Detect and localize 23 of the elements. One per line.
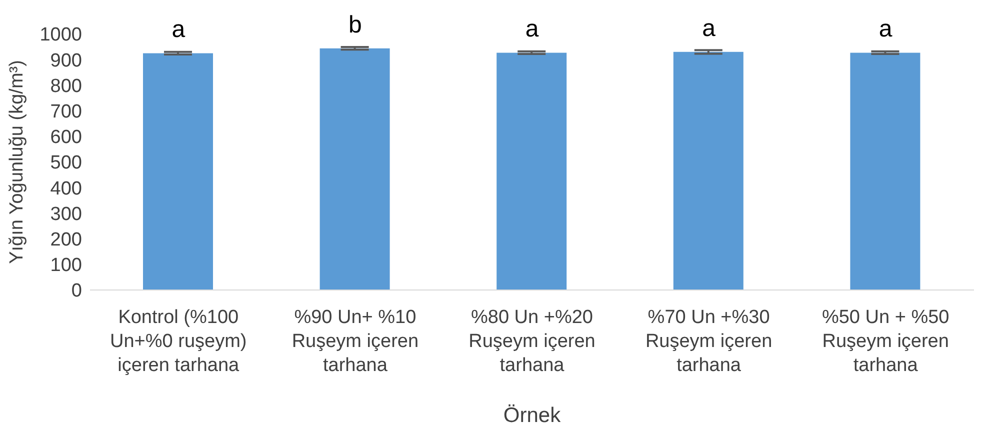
y-tick-label: 900 bbox=[50, 50, 82, 72]
x-tick-label: Kontrol (%100 Un+%0 ruşeym) içeren tarhana bbox=[110, 307, 247, 376]
annotation: a bbox=[172, 16, 186, 44]
y-tick-label: 300 bbox=[50, 204, 82, 225]
annotation: a bbox=[702, 14, 716, 42]
x-tick-label: %70 Un +%30 Ruşeym içeren tarhana bbox=[645, 307, 772, 376]
y-tick-label: 100 bbox=[50, 255, 82, 276]
y-tick-label: 0 bbox=[71, 280, 82, 302]
annotation: b bbox=[348, 11, 362, 38]
y-tick-label: 200 bbox=[50, 230, 82, 251]
annotation: a bbox=[878, 16, 893, 43]
y-tick-label: 600 bbox=[50, 127, 82, 148]
annotation: a bbox=[525, 16, 540, 43]
y-tick-label: 1000 bbox=[40, 24, 82, 46]
x-tick-label: %80 Un +%20 Ruşeym içeren tarhana bbox=[468, 307, 596, 376]
x-tick-label: %90 Un+ %10 Ruşeym içeren tarhana bbox=[292, 307, 419, 376]
y-tick-label: 700 bbox=[50, 102, 82, 123]
y-tick-label: 400 bbox=[50, 178, 82, 200]
y-tick-label: 500 bbox=[50, 152, 82, 174]
y-axis-title: Yığın Yoğunluğu (kg/m³) bbox=[6, 60, 28, 264]
x-axis-title: Örnek bbox=[503, 404, 562, 427]
x-tick-label: %50 Un + %50 Ruşeym içeren tarhana bbox=[822, 307, 950, 376]
y-tick-label: 800 bbox=[50, 76, 82, 97]
